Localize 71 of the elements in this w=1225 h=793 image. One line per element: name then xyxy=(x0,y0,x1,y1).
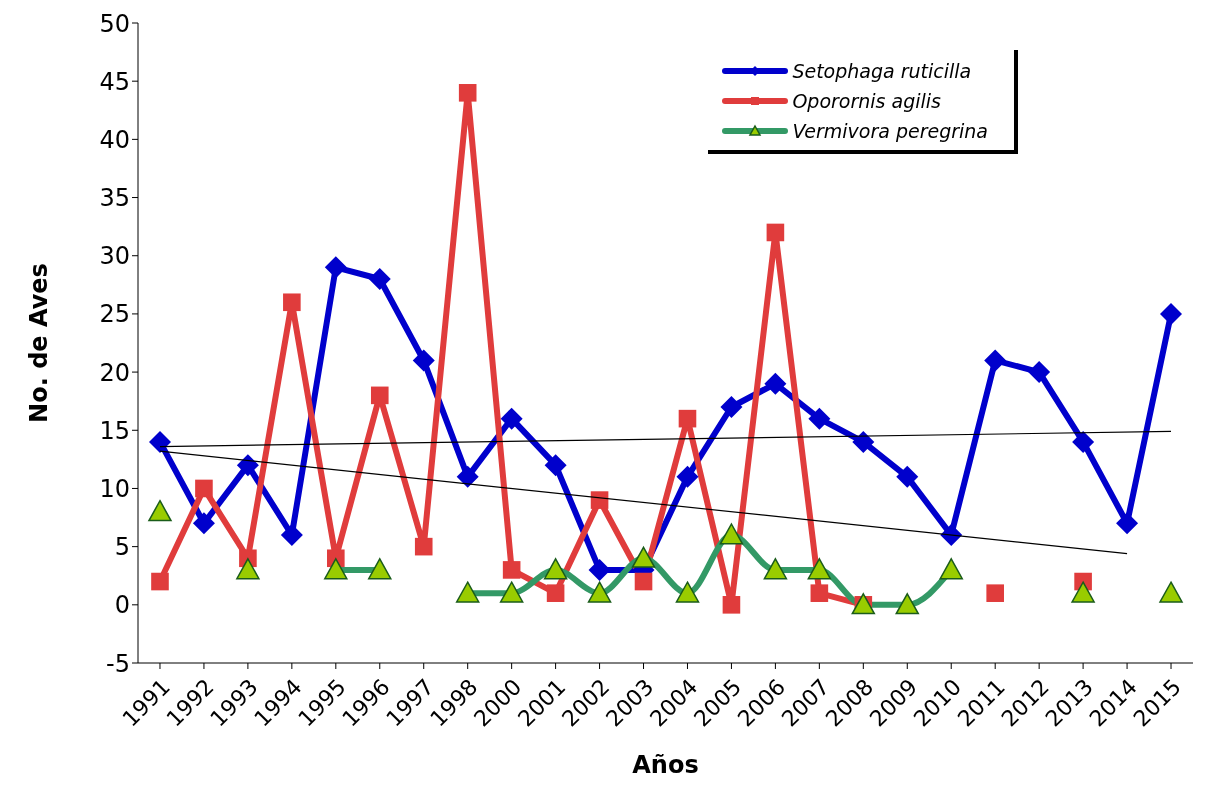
point xyxy=(631,546,656,568)
point xyxy=(807,558,832,580)
point xyxy=(458,84,477,102)
y-tick-label: 15 xyxy=(99,416,130,445)
y-tick-label: 50 xyxy=(99,9,130,38)
point xyxy=(280,524,303,546)
point xyxy=(984,349,1007,372)
point xyxy=(895,593,920,615)
x-axis-title: Años xyxy=(632,751,699,779)
y-tick-label: 0 xyxy=(114,591,130,620)
point xyxy=(502,561,521,579)
point xyxy=(678,409,697,428)
legend-label: Setophaga ruticilla xyxy=(792,59,972,84)
y-tick-label: 10 xyxy=(99,474,130,503)
point xyxy=(195,479,213,498)
point xyxy=(764,372,787,395)
point xyxy=(852,430,875,453)
y-tick-label: 35 xyxy=(99,184,130,213)
point xyxy=(808,407,831,430)
point xyxy=(587,581,612,603)
point xyxy=(368,268,391,290)
point xyxy=(1160,302,1183,325)
point xyxy=(414,537,433,556)
point xyxy=(151,572,169,591)
point xyxy=(456,465,479,488)
point xyxy=(370,386,389,405)
point xyxy=(283,293,301,312)
y-tick-label: 20 xyxy=(99,358,130,387)
point xyxy=(546,584,565,602)
point xyxy=(412,349,435,372)
point xyxy=(719,523,744,545)
point xyxy=(1116,512,1139,535)
point xyxy=(544,454,567,477)
point xyxy=(500,407,523,430)
point xyxy=(368,558,392,580)
point xyxy=(939,558,963,580)
point xyxy=(896,465,919,488)
y-tick-label: 30 xyxy=(99,242,130,271)
y-axis-title: No. de Aves xyxy=(24,263,53,423)
y-tick-label: 45 xyxy=(99,67,130,96)
point xyxy=(763,558,788,580)
point xyxy=(236,454,259,477)
point xyxy=(722,596,741,614)
point xyxy=(1071,581,1095,603)
point xyxy=(720,396,743,418)
point xyxy=(1072,430,1095,453)
point xyxy=(324,256,347,279)
point xyxy=(236,558,260,580)
point xyxy=(192,512,215,535)
point xyxy=(1028,361,1051,384)
point xyxy=(324,558,348,580)
point xyxy=(986,584,1004,602)
point xyxy=(543,558,568,580)
point xyxy=(588,558,611,581)
legend-label: Oporornis agilis xyxy=(792,89,941,114)
point xyxy=(1159,581,1183,603)
point xyxy=(634,572,653,591)
point xyxy=(676,465,699,488)
y-tick-label: 40 xyxy=(99,125,130,154)
y-tick-label: 5 xyxy=(114,533,130,562)
point xyxy=(590,491,609,509)
point xyxy=(810,584,829,602)
point xyxy=(766,223,785,242)
legend-label: Vermivora peregrina xyxy=(792,119,988,144)
y-tick-label: -5 xyxy=(106,649,130,678)
point xyxy=(675,581,700,603)
point xyxy=(499,581,524,603)
point xyxy=(148,430,171,453)
y-tick-label: 25 xyxy=(99,300,130,329)
point xyxy=(455,581,480,603)
point xyxy=(148,499,172,522)
